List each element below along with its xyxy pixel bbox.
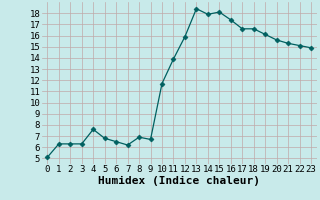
X-axis label: Humidex (Indice chaleur): Humidex (Indice chaleur) [98,176,260,186]
